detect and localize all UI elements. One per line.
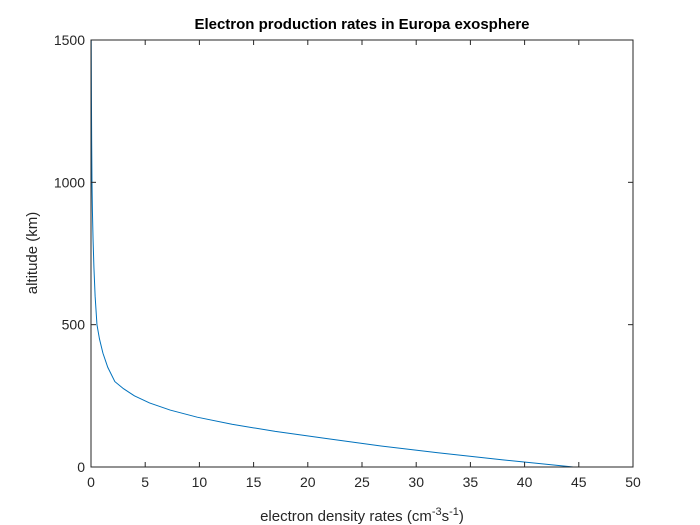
x-axis-label-sup1: -3 bbox=[432, 506, 442, 518]
x-tick-label: 20 bbox=[300, 474, 316, 490]
x-axis: 0 5 10 15 20 25 30 35 40 45 50 bbox=[87, 40, 641, 490]
y-axis-label: altitude (km) bbox=[24, 212, 41, 295]
plot-background bbox=[91, 40, 633, 467]
x-axis-label: electron density rates (cm-3s-1) bbox=[260, 506, 464, 525]
x-axis-label-mid: s bbox=[442, 508, 450, 525]
x-axis-label-sup2: -1 bbox=[449, 506, 459, 518]
x-tick-label: 0 bbox=[87, 474, 95, 490]
x-axis-label-end: ) bbox=[459, 508, 464, 525]
y-tick-label: 1500 bbox=[54, 32, 85, 48]
plot-area bbox=[90, 39, 634, 468]
y-tick-label: 500 bbox=[62, 317, 86, 333]
chart-title: Electron production rates in Europa exos… bbox=[194, 16, 529, 33]
series-line-0 bbox=[90, 39, 574, 468]
y-tick-label: 1000 bbox=[54, 174, 85, 190]
x-tick-label: 15 bbox=[246, 474, 262, 490]
x-tick-label: 5 bbox=[141, 474, 149, 490]
y-tick-label: 0 bbox=[77, 459, 85, 475]
x-axis-label-base: electron density rates (cm bbox=[260, 508, 432, 525]
x-tick-label: 40 bbox=[517, 474, 533, 490]
y-axis: 0 500 1000 1500 bbox=[54, 32, 633, 475]
x-tick-label: 35 bbox=[463, 474, 479, 490]
x-tick-label: 50 bbox=[625, 474, 641, 490]
x-tick-label: 30 bbox=[408, 474, 424, 490]
x-tick-label: 10 bbox=[192, 474, 208, 490]
x-tick-label: 25 bbox=[354, 474, 370, 490]
x-tick-label: 45 bbox=[571, 474, 587, 490]
